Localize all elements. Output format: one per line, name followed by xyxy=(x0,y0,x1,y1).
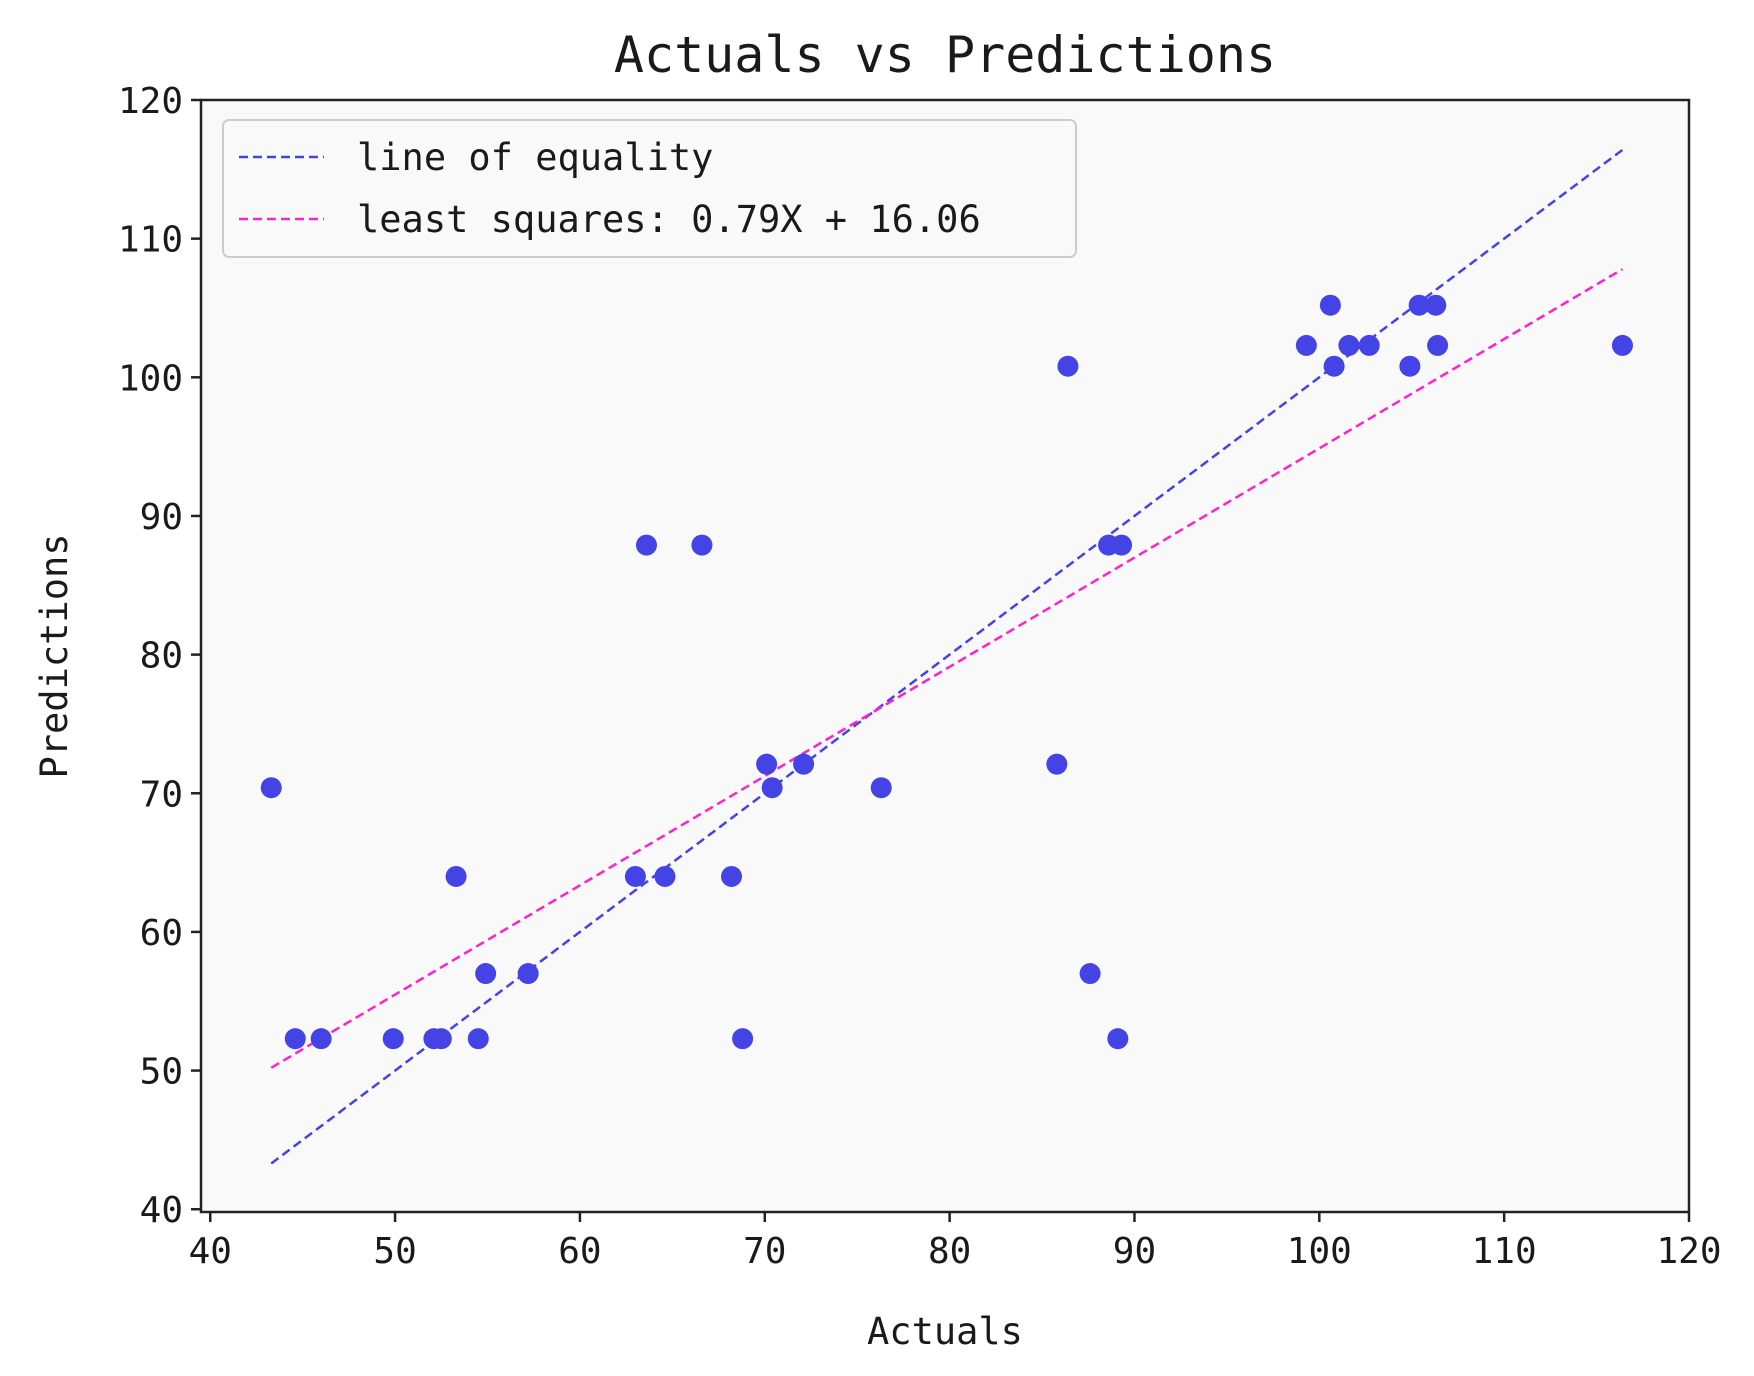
scatter-point xyxy=(1611,334,1633,356)
scatter-point xyxy=(1399,355,1421,377)
scatter-points xyxy=(260,294,1633,1050)
scatter-point xyxy=(691,534,713,556)
x-tick-label: 40 xyxy=(189,1231,232,1272)
y-tick-label: 60 xyxy=(140,913,183,954)
scatter-point xyxy=(1295,334,1317,356)
scatter-point xyxy=(1107,1028,1129,1050)
chart-title: Actuals vs Predictions xyxy=(614,26,1276,84)
x-tick-label: 80 xyxy=(928,1231,971,1272)
scatter-point xyxy=(793,753,815,775)
scatter-point xyxy=(721,865,743,887)
scatter-point xyxy=(1079,963,1101,985)
x-tick-label: 60 xyxy=(558,1231,601,1272)
least-squares-line xyxy=(270,268,1624,1069)
y-tick-label: 80 xyxy=(140,636,183,677)
y-axis: 40 50 60 70 80 90 100 110 120 xyxy=(118,81,201,1231)
scatter-point xyxy=(284,1028,306,1050)
data-lines xyxy=(270,148,1624,1165)
scatter-point xyxy=(1425,294,1447,316)
scatter-point xyxy=(430,1028,452,1050)
scatter-point xyxy=(1408,294,1430,316)
scatter-point xyxy=(761,777,783,799)
scatter-point xyxy=(654,865,676,887)
scatter-point xyxy=(732,1028,754,1050)
legend-label-equality: line of equality xyxy=(357,136,713,179)
scatter-point xyxy=(382,1028,404,1050)
scatter-point xyxy=(467,1028,489,1050)
x-axis-label: Actuals xyxy=(867,1310,1023,1353)
x-tick-label: 70 xyxy=(743,1231,786,1272)
x-tick-label: 50 xyxy=(373,1231,416,1272)
scatter-point xyxy=(1427,334,1449,356)
scatter-point xyxy=(1358,334,1380,356)
scatter-point xyxy=(517,963,539,985)
scatter-point xyxy=(756,753,778,775)
y-tick-label: 40 xyxy=(140,1190,183,1231)
x-tick-label: 90 xyxy=(1113,1231,1156,1272)
scatter-point xyxy=(1319,294,1341,316)
scatter-point xyxy=(1338,334,1360,356)
legend-label-least-squares: least squares: 0.79X + 16.06 xyxy=(357,198,981,241)
plot-area xyxy=(199,98,1691,1214)
scatter-point xyxy=(475,963,497,985)
legend-box xyxy=(222,119,1077,258)
scatter-point xyxy=(445,865,467,887)
scatter-point xyxy=(624,865,646,887)
y-tick-label: 70 xyxy=(140,774,183,815)
y-axis-label: Predictions xyxy=(33,533,76,778)
x-tick-label: 120 xyxy=(1656,1231,1721,1272)
y-tick-label: 50 xyxy=(140,1052,183,1093)
scatter-point xyxy=(1046,753,1068,775)
equality-line xyxy=(270,148,1624,1165)
scatter-point xyxy=(1111,534,1133,556)
scatter-point xyxy=(635,534,657,556)
x-axis: 40 50 60 70 80 90 100 110 120 xyxy=(189,1212,1722,1272)
legend: line of equality least squares: 0.79X + … xyxy=(222,119,1077,258)
y-tick-label: 90 xyxy=(140,497,183,538)
scatter-point xyxy=(310,1028,332,1050)
y-tick-label: 120 xyxy=(118,81,183,122)
scatter-point xyxy=(1323,355,1345,377)
x-tick-label: 110 xyxy=(1472,1231,1537,1272)
y-tick-label: 110 xyxy=(118,220,183,261)
scatter-point xyxy=(260,777,282,799)
scatter-point xyxy=(1057,355,1079,377)
x-tick-label: 100 xyxy=(1287,1231,1352,1272)
y-tick-label: 100 xyxy=(118,358,183,399)
scatter-point xyxy=(870,777,892,799)
